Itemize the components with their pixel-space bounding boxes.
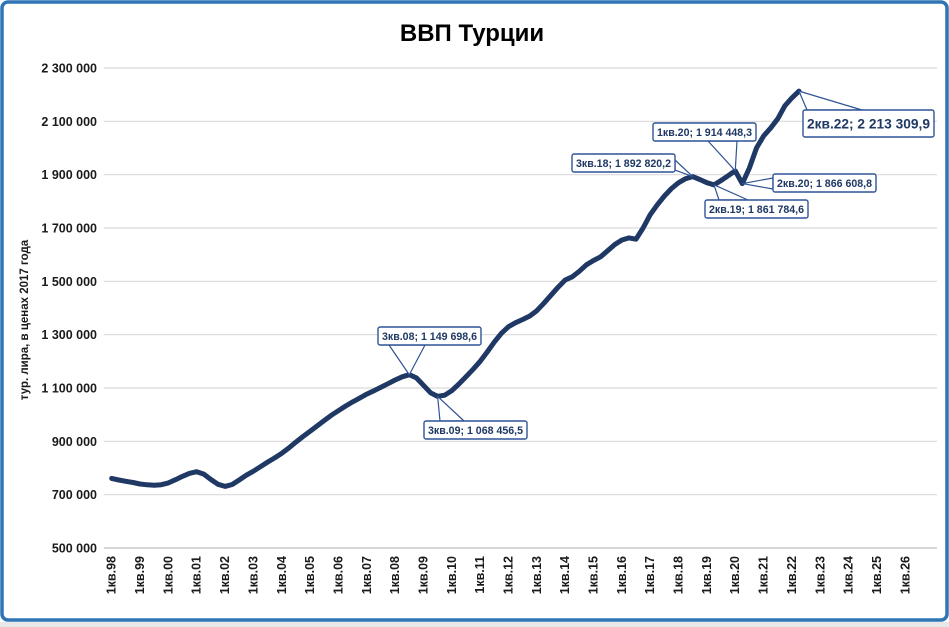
y-axis-title: тур. лира, в ценах 2017 года <box>19 239 31 400</box>
callout-box <box>802 109 935 138</box>
callout-label: 3кв.18; 1 892 820,2 <box>576 158 671 170</box>
callout: 3кв.18; 1 892 820,2 <box>571 153 694 178</box>
x-tick-label: 1кв.04 <box>275 556 289 594</box>
callout-box <box>423 420 528 440</box>
callout-leader <box>388 344 426 376</box>
x-tick-label: 1кв.05 <box>303 556 317 594</box>
callout-leader <box>798 90 863 111</box>
x-tick-label: 1кв.10 <box>445 556 459 594</box>
y-tick-label: 500 000 <box>52 542 97 556</box>
callout-label: 3кв.09; 1 068 456,5 <box>428 425 523 437</box>
x-tick-label: 1кв.12 <box>502 556 516 594</box>
x-tick-label: 1кв.17 <box>643 556 657 594</box>
callout: 1кв.20; 1 914 448,3 <box>652 122 757 172</box>
x-tick-label: 1кв.11 <box>473 556 487 594</box>
x-tick-label: 1кв.16 <box>615 556 629 594</box>
callout-box <box>571 153 676 173</box>
y-tick-label: 1 700 000 <box>41 222 97 236</box>
callout: 3кв.09; 1 068 456,5 <box>423 395 528 440</box>
x-tick-label: 1кв.24 <box>842 556 856 594</box>
y-tick-label: 1 500 000 <box>41 275 97 289</box>
x-tick-label: 1кв.14 <box>558 556 572 594</box>
callout-label: 2кв.22; 2 213 309,9 <box>807 116 930 131</box>
y-tick-label: 1 100 000 <box>41 382 97 396</box>
x-tick-label: 1кв.13 <box>530 556 544 594</box>
y-axis-tick-labels: 2 300 000 2 100 000 1 900 000 1 700 000 1 50… <box>41 62 97 556</box>
x-tick-label: 1кв.02 <box>218 556 232 594</box>
x-tick-label: 1кв.00 <box>161 556 175 594</box>
callout-box <box>704 199 809 219</box>
callout-leader <box>707 140 738 172</box>
callout: 3кв.08; 1 149 698,6 <box>377 326 482 376</box>
callout-leader <box>437 395 465 422</box>
callout-box <box>377 326 482 346</box>
horizontal-gridlines <box>104 67 937 549</box>
y-tick-label: 900 000 <box>52 435 97 449</box>
x-tick-label: 1кв.99 <box>133 556 147 594</box>
x-tick-label: 1кв.08 <box>388 556 402 594</box>
x-tick-label: 1кв.15 <box>587 556 601 594</box>
x-tick-label: 1кв.19 <box>700 556 714 594</box>
callout-label: 2кв.20; 1 866 608,8 <box>777 178 872 190</box>
x-tick-label: 1кв.21 <box>757 556 771 594</box>
callout-leader <box>741 177 774 190</box>
callout: 2кв.22; 2 213 309,9 <box>798 90 935 138</box>
callout-leader <box>713 184 749 201</box>
x-tick-label: 1кв.20 <box>728 556 742 594</box>
callout-label: 2кв.19; 1 861 784,6 <box>709 204 804 216</box>
y-tick-label: 700 000 <box>52 488 97 502</box>
y-tick-label: 1 300 000 <box>41 328 97 342</box>
x-tick-label: 1кв.98 <box>105 556 119 594</box>
y-tick-label: 1 900 000 <box>41 168 97 182</box>
callout-label: 3кв.08; 1 149 698,6 <box>382 331 477 343</box>
callout: 2кв.20; 1 866 608,8 <box>741 173 877 193</box>
x-tick-label: 1кв.25 <box>870 556 884 594</box>
series-line-gdp <box>109 88 802 489</box>
x-axis-tick-labels: 1кв.98 1кв.99 1кв.00 1кв.01 1кв.02 1кв.03 1кв.… <box>105 556 913 594</box>
callout-box <box>652 122 757 142</box>
x-tick-label: 1кв.22 <box>785 556 799 594</box>
x-tick-label: 1кв.18 <box>672 556 686 594</box>
x-tick-label: 1кв.07 <box>360 556 374 594</box>
x-tick-label: 1кв.03 <box>246 556 260 594</box>
y-tick-label: 2 100 000 <box>41 115 97 129</box>
callout: 2кв.19; 1 861 784,6 <box>704 184 809 219</box>
x-tick-label: 1кв.09 <box>416 556 430 594</box>
callout-box <box>772 173 877 193</box>
y-tick-label: 2 300 000 <box>41 62 97 76</box>
x-tick-label: 1кв.26 <box>898 556 912 594</box>
x-tick-label: 1кв.01 <box>190 556 204 594</box>
data-label-callouts: 3кв.08; 1 149 698,6 3кв.09; 1 068 456,5 3к… <box>377 90 935 440</box>
x-tick-label: 1кв.23 <box>813 556 827 594</box>
x-tick-label: 1кв.06 <box>331 556 345 594</box>
chart-title: ВВП Турции <box>400 20 544 47</box>
callout-label: 1кв.20; 1 914 448,3 <box>657 127 752 139</box>
